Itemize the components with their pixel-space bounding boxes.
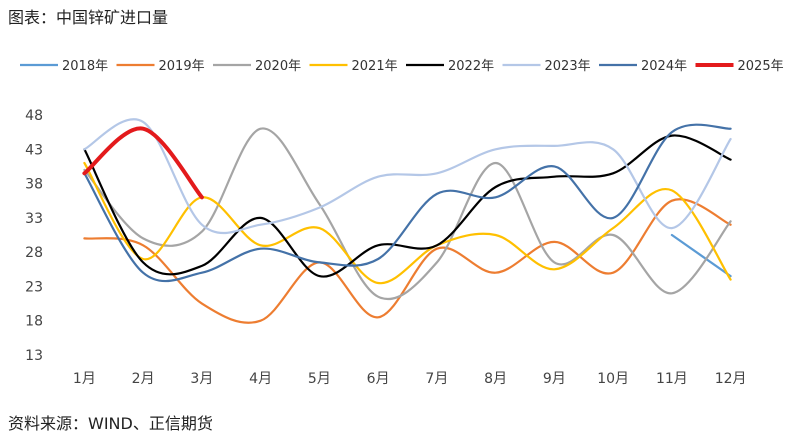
legend-label: 2025年 xyxy=(738,59,784,74)
y-tick-label: 18 xyxy=(25,314,43,330)
y-tick-label: 23 xyxy=(25,279,43,295)
y-tick-label: 33 xyxy=(25,211,43,227)
source-note: 资料来源：WIND、正信期货 xyxy=(8,414,213,433)
series-line-2021年 xyxy=(83,161,732,285)
legend-label: 2020年 xyxy=(255,59,301,74)
x-tick-label: 1月 xyxy=(73,371,96,387)
x-tick-label: 9月 xyxy=(543,371,566,387)
y-tick-label: 38 xyxy=(25,177,43,193)
legend-label: 2021年 xyxy=(352,59,398,74)
series-lines xyxy=(82,118,732,324)
legend-item: 2019年 xyxy=(116,59,205,74)
series-line-2019年 xyxy=(83,198,732,324)
legend-item: 2021年 xyxy=(309,59,398,74)
x-axis: 1月 2月 3月 4月 5月 6月 7月 8月 9月 10月 11月 12月 xyxy=(73,371,747,387)
y-tick-label: 48 xyxy=(25,108,43,124)
legend-item: 2018年 xyxy=(20,59,108,74)
legend-item: 2020年 xyxy=(213,59,301,74)
x-tick-label: 5月 xyxy=(308,371,331,387)
series-line-2022年 xyxy=(83,134,732,278)
legend-label: 2019年 xyxy=(159,59,205,74)
chart-title: 图表：中国锌矿进口量 xyxy=(8,8,169,27)
legend-item: 2022年 xyxy=(406,59,494,74)
legend-label: 2022年 xyxy=(448,59,494,74)
legend: 2018年 2019年 2020年 2021年 2022年 2023年 2024年 2025年 xyxy=(20,59,784,74)
legend-item: 2023年 xyxy=(502,59,591,74)
y-tick-label: 28 xyxy=(25,245,43,261)
y-tick-label: 13 xyxy=(25,348,43,364)
x-tick-label: 10月 xyxy=(597,371,629,387)
x-tick-label: 11月 xyxy=(656,371,688,387)
series-line-2025年 xyxy=(82,126,204,200)
x-tick-label: 4月 xyxy=(249,371,272,387)
x-tick-label: 2月 xyxy=(132,371,155,387)
legend-label: 2023年 xyxy=(545,59,591,74)
x-tick-label: 12月 xyxy=(715,371,747,387)
series-line-2018年 xyxy=(670,233,732,278)
y-axis: 13 18 23 28 33 38 43 48 xyxy=(25,108,43,364)
y-tick-label: 43 xyxy=(25,142,43,158)
x-tick-label: 3月 xyxy=(190,371,213,387)
legend-label: 2018年 xyxy=(62,59,108,74)
legend-label: 2024年 xyxy=(641,59,687,74)
legend-item: 2025年 xyxy=(695,59,784,74)
legend-item: 2024年 xyxy=(599,59,687,74)
x-tick-label: 7月 xyxy=(425,371,448,387)
series-line-2020年 xyxy=(83,127,732,300)
x-tick-label: 6月 xyxy=(367,371,390,387)
x-tick-label: 8月 xyxy=(484,371,507,387)
series-line-2024年 xyxy=(83,123,732,283)
series-line-2023年 xyxy=(83,118,732,235)
